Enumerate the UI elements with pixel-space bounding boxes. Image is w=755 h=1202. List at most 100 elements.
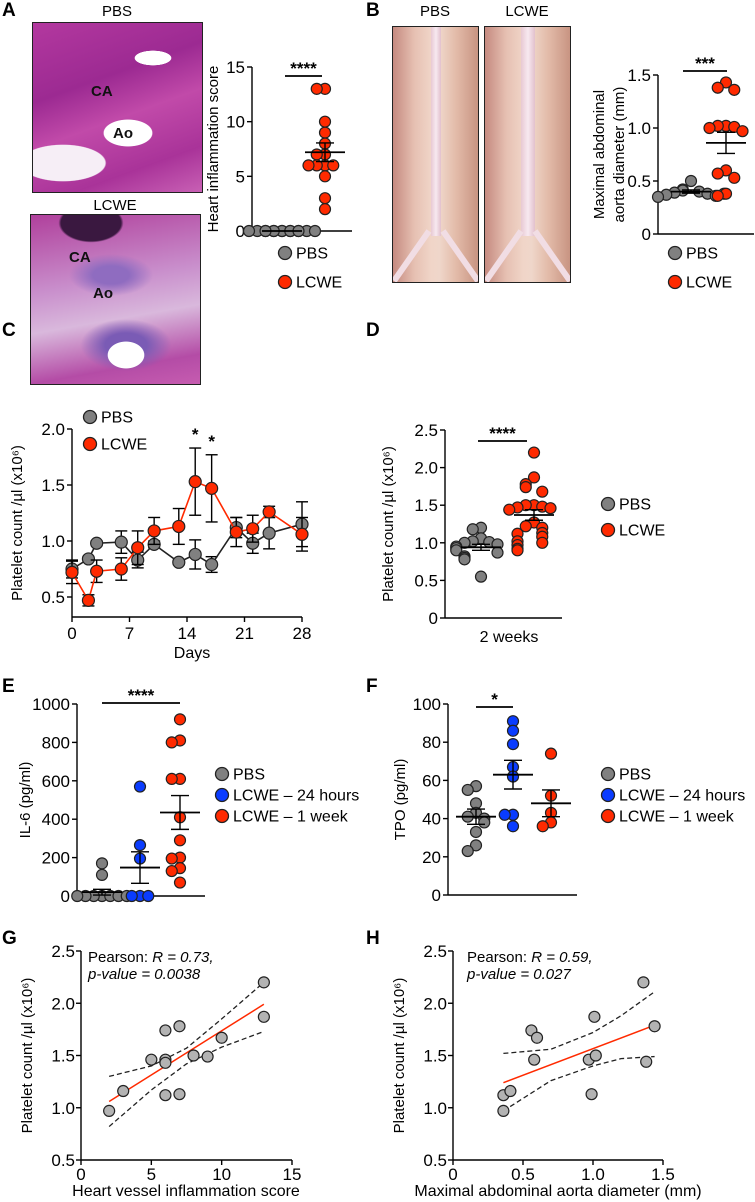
histology-label-ca: CA [91, 83, 113, 100]
legend-label: LCWE – 24 hours [619, 788, 745, 805]
y-axis-label: TPO (pg/ml) [392, 759, 409, 841]
y-tick-label: 100 [413, 695, 441, 714]
data-point-lcwe-1-week [165, 736, 178, 749]
y-tick-label: 0 [642, 225, 651, 244]
data-point-pbs [308, 224, 322, 238]
data-point-lcwe-1-week [165, 864, 178, 878]
y-tick-label: 0 [429, 609, 438, 628]
legend-marker [214, 766, 230, 782]
y-tick-label: 15 [226, 58, 245, 77]
data-point-lcwe-24-hours [506, 738, 520, 751]
data-point-lcwe [728, 83, 741, 96]
data-point-lcwe [736, 125, 749, 138]
legend-marker [214, 787, 230, 803]
data-point-lcwe [229, 525, 243, 539]
data-point [257, 1010, 270, 1023]
panel-label-c: C [2, 320, 16, 341]
data-point-pbs [172, 555, 186, 569]
data-point-lcwe [318, 115, 332, 128]
legend-label: PBS [619, 767, 651, 784]
y-axis-label: Platelet count /µl (x10⁶) [380, 446, 397, 602]
data-point-lcwe [81, 593, 96, 607]
x-tick-label: 5 [147, 1165, 156, 1184]
data-point [117, 1084, 130, 1098]
y-tick-label: 2.0 [423, 994, 447, 1013]
confidence-band-lower [108, 1030, 265, 1128]
pearson-annotation: Pearson: R = 0.73, [88, 949, 214, 966]
photo-pbs-title: PBS [419, 3, 450, 20]
x-tick-label: 0 [448, 1165, 457, 1184]
x-axis-label: Maximal abdominal aorta diameter (mm) [414, 1183, 701, 1200]
significance-stars: *** [695, 54, 715, 73]
data-point-lcwe-24-hours [133, 780, 147, 793]
data-point-pbs [461, 783, 474, 797]
data-point-lcwe [711, 167, 724, 180]
data-point [215, 1031, 228, 1044]
legend-label: PBS [101, 410, 133, 427]
data-point-lcwe [172, 519, 186, 534]
significance-star: * [192, 425, 199, 444]
y-tick-label: 1.5 [627, 66, 651, 85]
data-point-lcwe [544, 502, 557, 515]
regression-line [108, 1003, 265, 1103]
data-point-lcwe [65, 565, 79, 579]
y-axis-label: Platelet count /µl (x10⁶) [9, 445, 26, 601]
histology-label-ao: Ao [113, 125, 133, 142]
data-point-lcwe [327, 159, 340, 172]
y-tick-label: 2.0 [414, 459, 438, 478]
data-point-lcwe-1-week [173, 713, 187, 726]
significance-star: * [208, 432, 215, 451]
data-point [257, 976, 270, 989]
legend-marker [82, 436, 98, 452]
chart-e: 0 200 400 600 800 1000 IL-6 (pg/ml) **** PBS LCWE… [17, 686, 359, 906]
y-tick-label: 80 [422, 733, 441, 752]
data-point-lcwe-24-hours [506, 724, 520, 737]
data-point-lcwe [318, 170, 332, 183]
y-tick-label: 10 [226, 113, 245, 132]
data-point-lcwe [188, 475, 202, 489]
panel-label-a: A [2, 0, 16, 21]
data-point [201, 1050, 214, 1063]
x-axis-label: Heart vessel inflammation score [72, 1183, 300, 1200]
y-axis-label: IL-6 (pg/ml) [17, 762, 34, 839]
y-axis-label: Heart inflammation score [205, 66, 222, 233]
data-point [588, 1010, 601, 1023]
photo-lcwe-title: LCWE [505, 3, 549, 20]
data-point-pbs [71, 889, 84, 903]
data-point-pbs [684, 174, 698, 188]
data-point [530, 1031, 544, 1044]
legend-label: LCWE [619, 523, 665, 540]
data-point-pbs [114, 535, 128, 549]
y-tick-label: 2.5 [51, 942, 75, 961]
data-point-pbs [188, 547, 202, 562]
data-point-lcwe-1-week [173, 834, 187, 847]
y-tick-label: 0.5 [627, 172, 651, 191]
pearson-r: R = 0.73, [152, 949, 213, 966]
data-point-pbs [81, 552, 96, 566]
data-point-lcwe [246, 522, 260, 536]
data-point-pbs [205, 557, 219, 572]
y-tick-label: 800 [42, 733, 70, 752]
data-point-pbs [242, 224, 256, 238]
data-point-lcwe [131, 541, 145, 555]
legend-marker [600, 808, 616, 824]
data-point [173, 1088, 186, 1101]
data-point-lcwe [310, 148, 323, 161]
data-point-lcwe [310, 82, 323, 95]
legend-marker [277, 274, 293, 290]
data-point [589, 1049, 602, 1062]
legend-marker [667, 274, 683, 290]
chart-f: 0 20 40 60 80 100 TPO (pg/ml) * PBS LCWE – 24 hou… [392, 690, 745, 905]
confidence-band-upper [503, 991, 655, 1055]
y-tick-label: 0 [61, 887, 70, 906]
panel-label-d: D [366, 320, 380, 341]
data-point-pbs [651, 190, 665, 203]
y-tick-label: 1.0 [51, 1099, 75, 1118]
data-point-lcwe-1-week [536, 820, 549, 833]
data-point [637, 976, 650, 989]
x-tick-label: 0 [76, 1165, 85, 1184]
data-point-pbs [469, 825, 483, 839]
data-point-pbs [491, 546, 504, 559]
